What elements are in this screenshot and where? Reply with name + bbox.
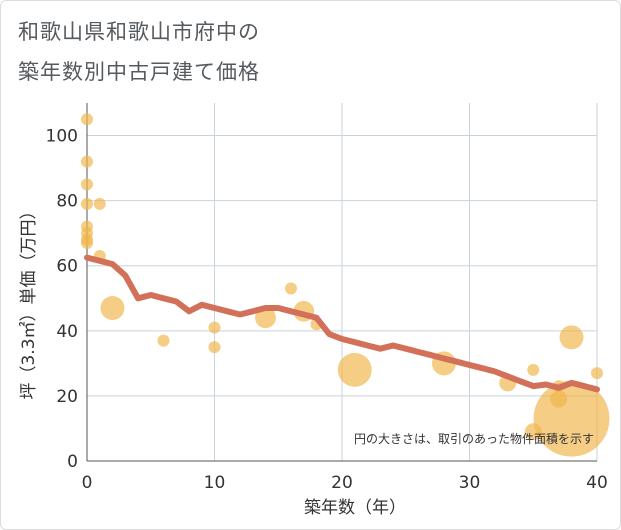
y-tick-label: 40 [56,322,78,342]
data-bubble [81,178,93,191]
data-bubble [255,307,276,329]
data-bubble [93,197,106,210]
data-bubble [208,341,221,354]
data-bubble [285,282,297,295]
y-tick-label: 80 [56,192,78,212]
bubble-size-note: 円の大きさは、取引のあった物件面積を示す [354,431,594,446]
data-bubble [81,113,93,126]
y-axis-label: 坪（3.3㎡）単価（万円） [19,202,39,399]
x-axis-ticks: 0 10 20 30 40 [82,473,608,493]
data-bubble [208,321,221,334]
y-axis-ticks: 0 20 40 60 80 100 [46,127,78,472]
data-bubble [81,236,93,249]
data-bubble [527,363,540,376]
data-bubble [100,296,125,321]
data-bubble [550,390,568,408]
y-tick-label: 60 [56,257,78,277]
y-tick-label: 100 [46,127,78,147]
data-bubble [559,325,584,350]
x-tick-label: 30 [459,473,481,493]
data-bubble [591,367,603,380]
bubble-series [81,113,610,457]
data-bubble [524,423,542,441]
data-bubble [337,352,372,387]
chart-title-line1: 和歌山県和歌山市府中の [18,20,260,44]
grid-lines [86,103,598,462]
x-tick-label: 20 [331,473,353,493]
x-axis-label: 築年数（年） [304,498,406,518]
data-bubble [157,334,170,347]
chart-title-line2: 築年数別中古戸建て価格 [18,60,260,84]
x-tick-label: 10 [204,473,226,493]
x-tick-label: 0 [82,473,93,493]
y-tick-label: 20 [56,387,78,407]
x-tick-label: 40 [586,473,608,493]
data-bubble [81,197,93,210]
trend-line [84,254,600,393]
data-bubble [81,155,93,168]
y-tick-label: 0 [67,452,78,472]
